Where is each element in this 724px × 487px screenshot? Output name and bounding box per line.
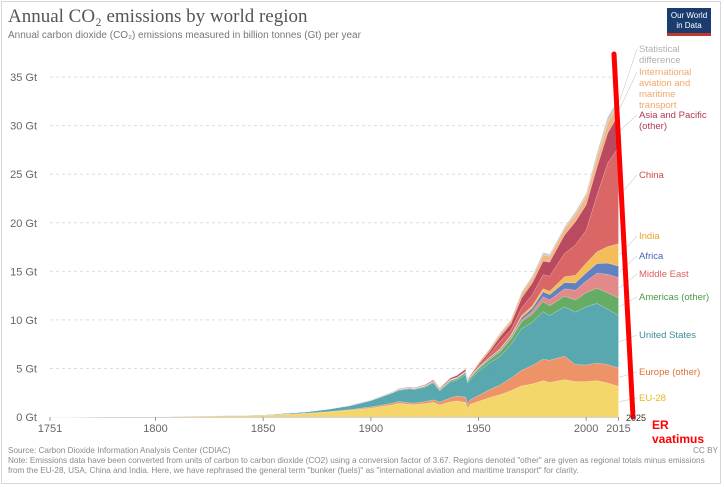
x-axis-ticks: 1751 1800 1850 1900 1950 2000 2015 — [38, 417, 631, 435]
er-annotation-line-1: ER — [652, 418, 669, 432]
y-tick-label: 0 Gt — [16, 412, 37, 424]
x-tick-label: 1800 — [143, 423, 167, 435]
series-label-eu: EU-28 — [639, 393, 666, 404]
logo-line-1: Our World — [670, 11, 708, 20]
y-tick-label: 25 Gt — [10, 169, 37, 181]
note-text: Note: Emissions data have been converted… — [8, 456, 705, 475]
series-label-europe: Europe (other) — [639, 367, 700, 378]
y-axis-ticks: 0 Gt 5 Gt 10 Gt 15 Gt 20 Gt 25 Gt 30 Gt 35 Gt — [10, 72, 37, 424]
chart-subtitle: Annual carbon dioxide (CO₂) emissions me… — [8, 30, 361, 41]
annotation-layer: 2025 — [611, 51, 646, 423]
y-tick-label: 5 Gt — [16, 363, 37, 375]
series-labels: StatisticaldifferenceInternationalaviati… — [619, 44, 709, 404]
chart-footer: Source: Carbon Dioxide Information Analy… — [8, 446, 714, 476]
x-tick-label: 1900 — [359, 423, 383, 435]
series-label-china: China — [639, 170, 665, 181]
chart-title: Annual CO₂ emissions by world region — [8, 6, 308, 27]
owid-logo[interactable]: Our World in Data — [667, 8, 711, 36]
x-tick-label: 2000 — [574, 423, 598, 435]
red-projection-line — [611, 51, 636, 420]
series-label-us: United States — [639, 330, 696, 341]
stacked-areas — [49, 98, 619, 418]
y-tick-label: 20 Gt — [10, 218, 37, 230]
logo-line-2: in Data — [676, 21, 702, 30]
series-label-intl: International — [639, 67, 691, 78]
series-label-stat: difference — [639, 55, 681, 66]
series-label-intl: maritime — [639, 89, 675, 100]
series-label-amer: Americas (other) — [639, 292, 709, 303]
x-tick-label: 1751 — [38, 423, 62, 435]
y-tick-label: 10 Gt — [10, 315, 37, 327]
label-connector — [619, 255, 638, 273]
series-label-me: Middle East — [639, 269, 689, 280]
er-annotation: ER vaatimus — [652, 418, 704, 446]
y-tick-label: 30 Gt — [10, 121, 37, 133]
series-label-india: India — [639, 231, 660, 242]
label-connector — [619, 371, 638, 378]
label-connector — [619, 71, 638, 110]
logo-bar — [667, 33, 711, 36]
x-tick-label: 1950 — [466, 423, 490, 435]
y-tick-label: 15 Gt — [10, 266, 37, 278]
label-connector — [619, 48, 638, 102]
series-label-intl: transport — [639, 100, 677, 111]
series-label-intl: aviation and — [639, 78, 690, 89]
area-india — [49, 243, 619, 418]
area-chart: 0 Gt 5 Gt 10 Gt 15 Gt 20 Gt 25 Gt 30 Gt 35 Gt 1… — [10, 44, 709, 435]
er-annotation-line-2: vaatimus — [652, 432, 705, 446]
series-label-stat: Statistical — [639, 44, 680, 55]
series-label-asia: Asia and Pacific — [639, 110, 707, 121]
series-label-africa: Africa — [639, 251, 664, 262]
license-label[interactable]: CC BY — [693, 446, 719, 455]
x-tick-label: 2015 — [606, 423, 630, 435]
annotation-year-label: 2025 — [626, 413, 646, 423]
y-tick-label: 35 Gt — [10, 72, 37, 84]
x-tick-label: 1850 — [251, 423, 275, 435]
label-connector — [619, 114, 638, 132]
series-label-asia: (other) — [639, 121, 667, 132]
source-text: Source: Carbon Dioxide Information Analy… — [8, 446, 231, 455]
